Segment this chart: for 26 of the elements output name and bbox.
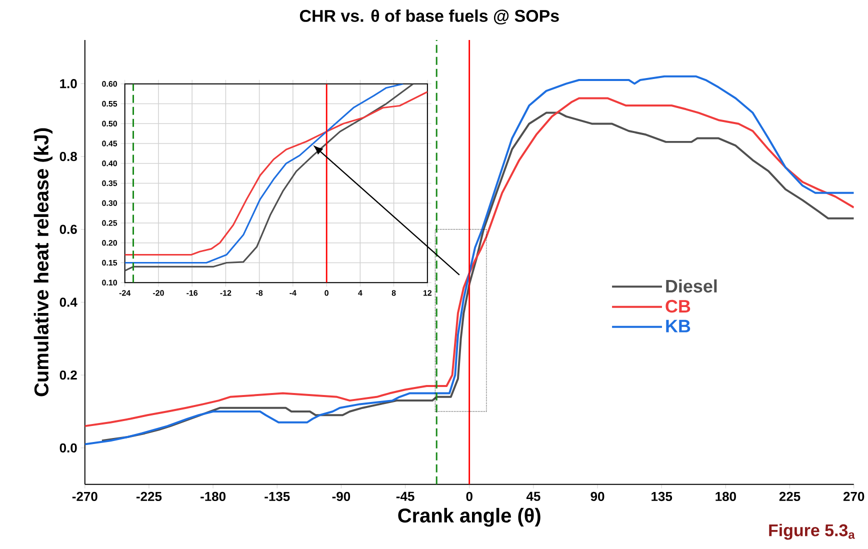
x-tick-label: 180 xyxy=(716,492,736,501)
x-tick-label: 135 xyxy=(652,492,672,501)
caption: Figure 5.3$_{a}$ xyxy=(769,524,855,540)
x-tick-label: -225 xyxy=(136,492,162,501)
x-tick-label: -45 xyxy=(396,492,414,501)
legend-label: CB xyxy=(666,300,690,312)
x-tick-label: -270 xyxy=(72,492,98,501)
x-axis-title: Crank angle (θ) xyxy=(398,508,540,527)
y-tick-label: 0.2 xyxy=(60,370,77,380)
x-tick-label: 90 xyxy=(590,492,604,501)
x-tick-label: 0 xyxy=(466,492,472,501)
chart-title: CHR vs. θ of base fuels @ SOPs xyxy=(300,9,559,24)
x-tick-label: -90 xyxy=(332,492,350,501)
y-tick-label: 0.4 xyxy=(60,297,78,307)
x-tick-label: 225 xyxy=(779,492,800,501)
y-tick-label: 0.6 xyxy=(60,224,77,234)
y-tick-label: 0.0 xyxy=(60,443,77,452)
x-tick-label: -180 xyxy=(200,492,226,501)
y-tick-label: 0.8 xyxy=(60,152,77,161)
legend-label: Diesel xyxy=(666,279,717,292)
legend-label: KB xyxy=(666,320,690,332)
y-tick-label: 1.0 xyxy=(60,78,77,88)
y-axis-title: Cumulative heat release (kJ) xyxy=(34,128,52,396)
x-tick-label: 270 xyxy=(843,492,864,501)
x-tick-label: 45 xyxy=(526,492,540,501)
x-tick-label: -135 xyxy=(264,492,290,501)
